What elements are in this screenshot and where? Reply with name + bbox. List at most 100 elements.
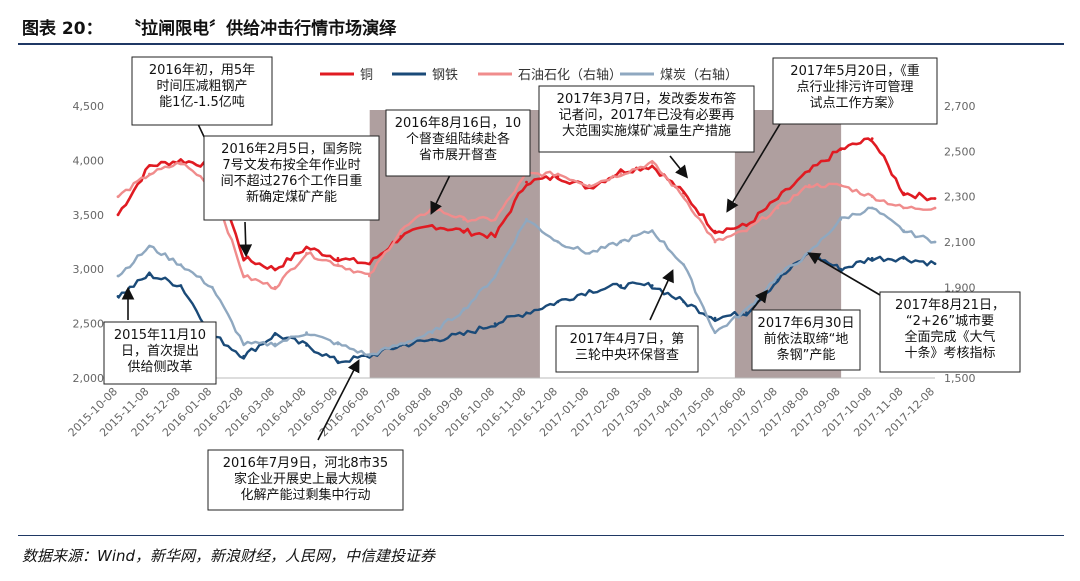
data-point	[902, 229, 905, 233]
data-point	[336, 256, 340, 260]
data-point	[839, 267, 843, 271]
source-note: 数据来源：Wind，新华网，新浪财经，人民网，中信建投证券	[22, 547, 436, 565]
left-tick-label: 4,000	[73, 154, 105, 167]
data-point	[682, 195, 686, 199]
annotation-line: 新确定煤矿产能	[246, 189, 337, 205]
data-point	[430, 331, 434, 335]
data-point	[525, 180, 528, 184]
data-point	[902, 256, 905, 260]
right-tick-label: 2,700	[944, 100, 976, 113]
data-point	[902, 206, 905, 210]
data-point	[493, 274, 497, 278]
left-tick-label: 2,000	[73, 372, 105, 385]
annotation-line: 三轮中央环保督查	[575, 348, 679, 363]
data-point	[336, 263, 340, 267]
annotation-arrow	[649, 269, 674, 321]
data-point	[273, 285, 277, 289]
legend-label: 钢铁	[432, 68, 458, 83]
data-point	[305, 251, 308, 255]
data-point	[305, 343, 308, 347]
right-tick-label: 1,500	[944, 372, 976, 385]
data-point	[870, 137, 874, 141]
annotation-line: 2017年8月21日，	[895, 298, 1005, 313]
data-point	[933, 262, 937, 266]
annotation-line: 日，首次提出	[121, 343, 199, 359]
data-point	[619, 240, 623, 244]
data-point	[745, 224, 748, 228]
data-point	[116, 295, 120, 298]
data-point	[399, 342, 403, 346]
annotation-line: 全面完成《大气	[904, 329, 995, 345]
data-point	[619, 284, 623, 287]
data-point	[870, 256, 874, 260]
data-point	[713, 240, 717, 244]
data-point	[776, 206, 780, 210]
annotation-line: 2015年11月10	[114, 328, 206, 343]
annotation-line: 省市展开督查	[419, 147, 497, 163]
legend: 铜 钢铁 石油石化（右轴） 煤炭（右轴）	[320, 68, 738, 83]
left-tick-label: 3,500	[73, 209, 105, 222]
annotation-line: 能1亿-1.5亿吨	[159, 95, 245, 110]
annotation-line: “2+26”城市要	[906, 313, 994, 329]
data-point	[713, 229, 717, 233]
annotation-line: 时间压减粗钢产	[156, 79, 247, 94]
annotation-box	[207, 449, 404, 511]
annotation-line: 2017年3月7日，发改委发布答	[557, 91, 737, 107]
data-point	[179, 284, 183, 287]
data-point	[305, 246, 308, 249]
legend-label: 石油石化（右轴）	[518, 68, 622, 83]
annotation-box	[203, 135, 380, 221]
annotation-arrow	[751, 289, 768, 311]
annotation-box	[772, 57, 938, 125]
data-point	[210, 285, 214, 289]
data-point	[367, 274, 371, 278]
data-point	[336, 342, 340, 346]
annotation-arrow	[430, 174, 451, 215]
data-point	[902, 191, 905, 195]
data-point	[776, 274, 780, 278]
data-point	[587, 183, 591, 187]
annotation-line: 记者问，2017年已没有必要再	[558, 108, 734, 123]
annotation-arrow	[807, 252, 881, 296]
data-point	[745, 308, 748, 312]
data-point	[556, 300, 560, 304]
data-point	[493, 217, 497, 221]
data-point	[367, 353, 371, 357]
data-point	[587, 289, 591, 293]
data-point	[870, 206, 874, 210]
data-point	[682, 191, 686, 195]
annotation-line: 试点工作方案》	[809, 95, 900, 111]
data-point	[273, 333, 277, 336]
data-point	[430, 338, 434, 342]
annotation-line: 前依法取缔“地	[764, 331, 849, 347]
annotation-line: 2017年6月30日	[758, 316, 855, 331]
left-tick-label: 3,000	[73, 263, 105, 276]
annotation-line: 2016年8月16日，10	[395, 116, 521, 131]
data-point	[242, 354, 246, 358]
annotation-arrow	[239, 221, 253, 258]
right-tick-label: 2,300	[944, 191, 976, 204]
annotation-line: 条钢”产能	[777, 347, 836, 363]
x-axis: 2015-10-082015-11-082015-12-082016-01-08…	[66, 377, 937, 439]
series-line-1	[116, 137, 935, 272]
data-point	[556, 172, 560, 176]
data-point	[399, 235, 403, 238]
data-point	[148, 245, 151, 248]
annotation-arrow	[726, 113, 787, 213]
annotation-line: 十条》考核指标	[904, 345, 995, 361]
data-point	[148, 164, 151, 168]
data-point	[148, 172, 151, 176]
data-point	[462, 308, 466, 312]
annotation-line: 大范围实施煤矿减量生产措施	[562, 124, 731, 139]
data-point	[399, 229, 403, 233]
data-point	[367, 262, 371, 266]
data-point	[556, 175, 560, 179]
data-point	[179, 263, 183, 267]
annotation-line: 化解产能过剩集中行动	[240, 487, 370, 503]
